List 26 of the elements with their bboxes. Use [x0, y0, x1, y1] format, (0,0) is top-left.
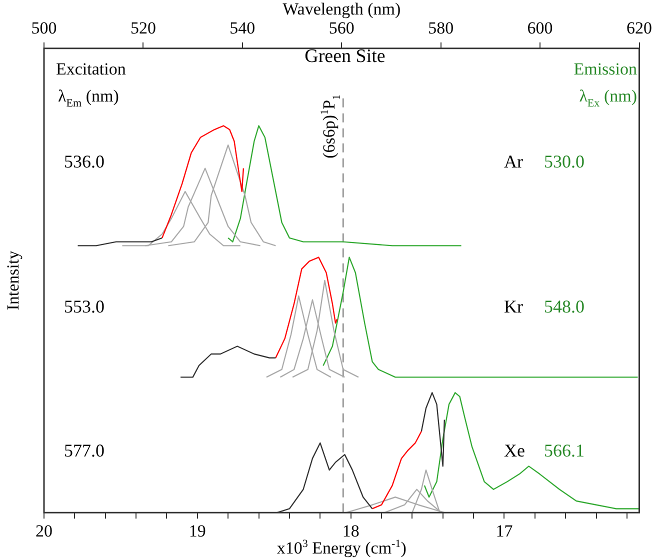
annotation: 536.0: [64, 152, 104, 172]
x2-tick-label: 520: [130, 18, 156, 38]
annotation: Kr: [504, 296, 523, 317]
annotation: Ar: [504, 152, 523, 172]
x2-tick-label: 560: [328, 18, 354, 38]
annotation: 553.0: [64, 296, 104, 317]
annotation: 548.0: [544, 296, 584, 317]
text: Excitation: [56, 59, 126, 78]
annotation: 566.1: [544, 440, 584, 461]
y-axis-title: Intensity: [3, 250, 22, 310]
annotation: Xe: [504, 440, 525, 461]
x2-tick-label: 600: [527, 18, 553, 38]
annotation: 577.0: [64, 440, 104, 461]
x-tick-label: 18: [342, 521, 360, 540]
text: Green Site: [304, 46, 386, 67]
x2-tick-label: 620: [626, 18, 652, 38]
x2-tick-label: 540: [230, 18, 256, 38]
ref-line-label: (6s6p)1P1: [318, 94, 343, 158]
x-tick-label: 20: [36, 521, 52, 540]
x2-axis-title: Wavelength (nm): [282, 0, 401, 18]
text: Emission: [574, 59, 638, 78]
x2-tick-label: 580: [428, 18, 454, 38]
x-tick-label: 17: [496, 521, 514, 540]
x2-tick-label: 500: [31, 18, 57, 38]
annotation: 530.0: [544, 152, 584, 172]
x-tick-label: 19: [188, 521, 206, 540]
